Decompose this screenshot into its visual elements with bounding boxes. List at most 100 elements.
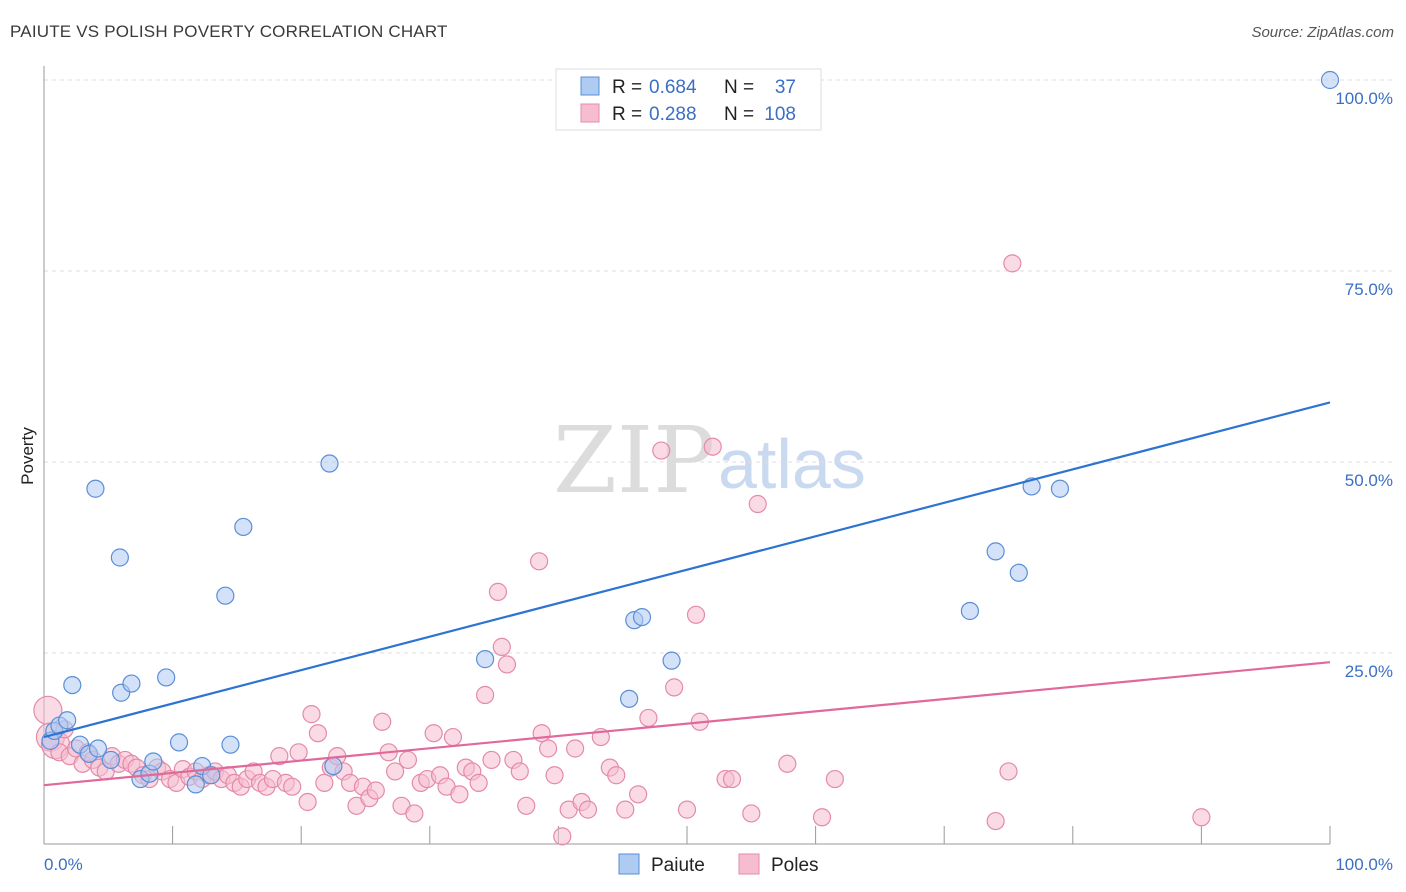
y-tick-label-50: 50.0% (1345, 471, 1393, 490)
point-poles-100 (722, 769, 742, 789)
point-poles-105 (825, 769, 844, 789)
point-paiute-21 (216, 586, 235, 605)
point-poles-77 (517, 796, 536, 815)
point-paiute-33 (1009, 563, 1028, 582)
point-poles-104 (812, 808, 832, 827)
legend-n-value-paiute: 37 (775, 77, 796, 98)
point-poles-62 (424, 724, 443, 743)
point-paiute-24 (320, 454, 339, 473)
source-label: Source: ZipAtlas.com (1251, 24, 1394, 41)
point-poles-41 (289, 743, 308, 762)
bottom-legend-label-paiute: Paiute (651, 855, 705, 876)
legend-r-label-paiute: R = (612, 77, 642, 98)
point-paiute-18 (186, 775, 205, 794)
point-poles-58 (398, 750, 418, 770)
point-poles-102 (748, 494, 767, 514)
point-poles-42 (298, 792, 317, 812)
point-paiute-17 (169, 733, 189, 752)
point-paiute-3 (58, 711, 77, 730)
point-poles-103 (778, 754, 797, 773)
point-poles-45 (315, 773, 334, 792)
legend-swatch-paiute (580, 76, 600, 96)
point-poles-84 (566, 739, 585, 758)
point-poles-78 (530, 552, 549, 571)
point-poles-96 (686, 605, 706, 624)
point-poles-40 (283, 777, 302, 796)
point-poles-90 (616, 800, 635, 819)
point-paiute-9 (101, 750, 120, 770)
point-paiute-8 (88, 739, 108, 758)
legend-r-label-poles: R = (612, 104, 642, 125)
legend: R = 0.684 N = 37 R = 0.288 N = 108 (555, 68, 822, 131)
point-paiute-27 (620, 689, 639, 708)
point-paiute-31 (960, 601, 980, 621)
y-tick-labels: 25.0% 50.0% 75.0% 100.0% (1335, 89, 1393, 681)
point-paiute-7 (86, 479, 105, 498)
point-poles-71 (482, 750, 501, 770)
point-poles-95 (677, 800, 697, 819)
y-tick-label-75: 75.0% (1345, 280, 1393, 299)
y-tick-label-25: 25.0% (1345, 662, 1393, 681)
point-poles-59 (405, 804, 424, 823)
point-paiute-26 (475, 650, 495, 669)
y-tick-label-100: 100.0% (1335, 89, 1393, 108)
point-paiute-12 (122, 674, 141, 693)
trend-lines (43, 401, 1331, 787)
legend-n-value-poles: 108 (764, 104, 796, 125)
point-poles-86 (578, 800, 598, 819)
point-poles-107 (999, 762, 1018, 781)
point-poles-89 (607, 766, 626, 785)
watermark-atlas: atlas (718, 425, 866, 503)
point-paiute-20 (202, 766, 221, 785)
point-poles-91 (629, 785, 648, 804)
point-poles-74 (497, 655, 517, 674)
x-tick-label-min: 0.0% (44, 855, 83, 874)
point-paiute-29 (632, 607, 652, 627)
bottom-legend-swatch-paiute (618, 853, 640, 875)
legend-box (555, 68, 822, 131)
bottom-legend-label-poles: Poles (771, 855, 819, 876)
legend-swatch-poles (580, 103, 600, 123)
chart-title: PAIUTE VS POLISH POVERTY CORRELATION CHA… (10, 22, 448, 41)
legend-r-value-paiute: 0.684 (649, 77, 697, 98)
point-paiute-10 (110, 548, 129, 567)
point-poles-69 (469, 773, 488, 792)
point-paiute-30 (662, 651, 681, 670)
point-poles-101 (742, 804, 761, 823)
point-poles-72 (488, 582, 508, 601)
point-poles-80 (539, 739, 558, 758)
point-poles-65 (443, 727, 463, 747)
point-poles-82 (553, 827, 572, 846)
data-points (33, 70, 1340, 846)
point-poles-76 (510, 762, 529, 781)
bottom-legend: Paiute Poles (618, 853, 819, 876)
point-poles-93 (652, 441, 671, 460)
y-axis-label: Poverty (18, 427, 37, 485)
point-paiute-4 (63, 675, 82, 695)
x-axis-ticks (43, 826, 1331, 844)
point-paiute-36 (1320, 70, 1340, 90)
point-poles-98 (703, 437, 722, 456)
point-paiute-23 (234, 517, 253, 537)
point-poles-38 (270, 747, 289, 766)
point-poles-44 (308, 724, 328, 743)
point-poles-70 (475, 685, 495, 705)
point-paiute-15 (144, 752, 163, 771)
trend-line-poles (43, 661, 1331, 787)
point-poles-54 (373, 712, 392, 731)
point-poles-81 (545, 766, 564, 785)
point-paiute-22 (221, 735, 240, 754)
point-poles-43 (302, 705, 321, 724)
grid-lines (44, 79, 1393, 654)
point-paiute-35 (1050, 479, 1070, 498)
point-paiute-32 (986, 542, 1005, 561)
legend-n-label-paiute: N = (724, 77, 754, 98)
point-poles-92 (639, 708, 658, 728)
bottom-legend-swatch-poles (738, 853, 760, 875)
x-tick-label-max: 100.0% (1335, 855, 1393, 874)
point-poles-109 (986, 811, 1005, 831)
point-paiute-25 (324, 756, 343, 776)
point-poles-108 (1192, 808, 1211, 827)
legend-n-label-poles: N = (724, 104, 754, 125)
